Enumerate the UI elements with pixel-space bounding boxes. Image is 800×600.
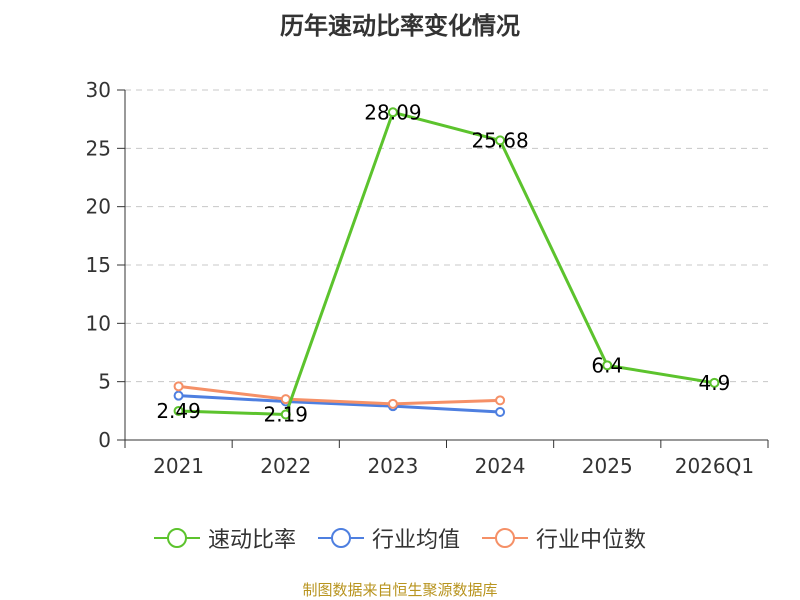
y-tick-label: 0 (98, 428, 111, 452)
x-tick-label: 2024 (475, 454, 526, 478)
legend-marker-industry-mean (317, 528, 364, 548)
data-point (280, 409, 291, 420)
series-line (178, 384, 501, 406)
x-tick-label: 2022 (260, 454, 311, 478)
legend: 速动比率 行业均值 行业中位数 (0, 518, 800, 558)
chart-title: 历年速动比率变化情况 (280, 12, 520, 40)
y-tick-label: 20 (86, 195, 111, 219)
y-tick-label: 10 (86, 311, 111, 335)
legend-marker-industry-median (482, 528, 528, 548)
series-line (178, 394, 501, 414)
legend-label-industry-median: 行业中位数 (536, 528, 647, 553)
data-label: 2.49 (156, 399, 201, 423)
legend-label-quick-ratio: 速动比率 (207, 528, 296, 553)
x-tick-label: 2025 (582, 454, 633, 478)
y-tick-label: 25 (86, 136, 111, 160)
x-tick-label: 2023 (367, 454, 418, 478)
data-point (173, 390, 184, 401)
series-line (178, 110, 715, 416)
data-point (173, 381, 184, 392)
data-point (495, 395, 506, 406)
data-point (173, 405, 184, 416)
legend-item-quick-ratio[interactable]: 速动比率 (153, 522, 296, 554)
data-point (495, 135, 506, 146)
data-point (495, 407, 506, 417)
legend-item-industry-median[interactable]: 行业中位数 (482, 522, 646, 554)
data-point (387, 107, 398, 118)
data-label: 6.4 (591, 353, 623, 377)
data-label: 4.9 (699, 371, 731, 395)
legend-marker-quick-ratio (153, 528, 200, 548)
data-point (709, 377, 720, 388)
data-point (387, 398, 398, 409)
y-tick-label: 15 (86, 253, 111, 277)
data-label: 2.19 (263, 402, 308, 426)
x-tick-label: 2026Q1 (675, 454, 754, 478)
data-label: 25.68 (471, 128, 528, 152)
x-tick-label: 2021 (153, 454, 204, 478)
legend-label-industry-mean: 行业均值 (371, 528, 460, 553)
legend-item-industry-mean[interactable]: 行业均值 (317, 522, 460, 554)
y-tick-label: 5 (98, 370, 111, 394)
data-point (602, 360, 613, 371)
y-tick-label: 30 (86, 78, 111, 102)
data-source-note: 制图数据来自恒生聚源数据库 (302, 581, 498, 599)
data-label: 28.09 (364, 100, 421, 124)
